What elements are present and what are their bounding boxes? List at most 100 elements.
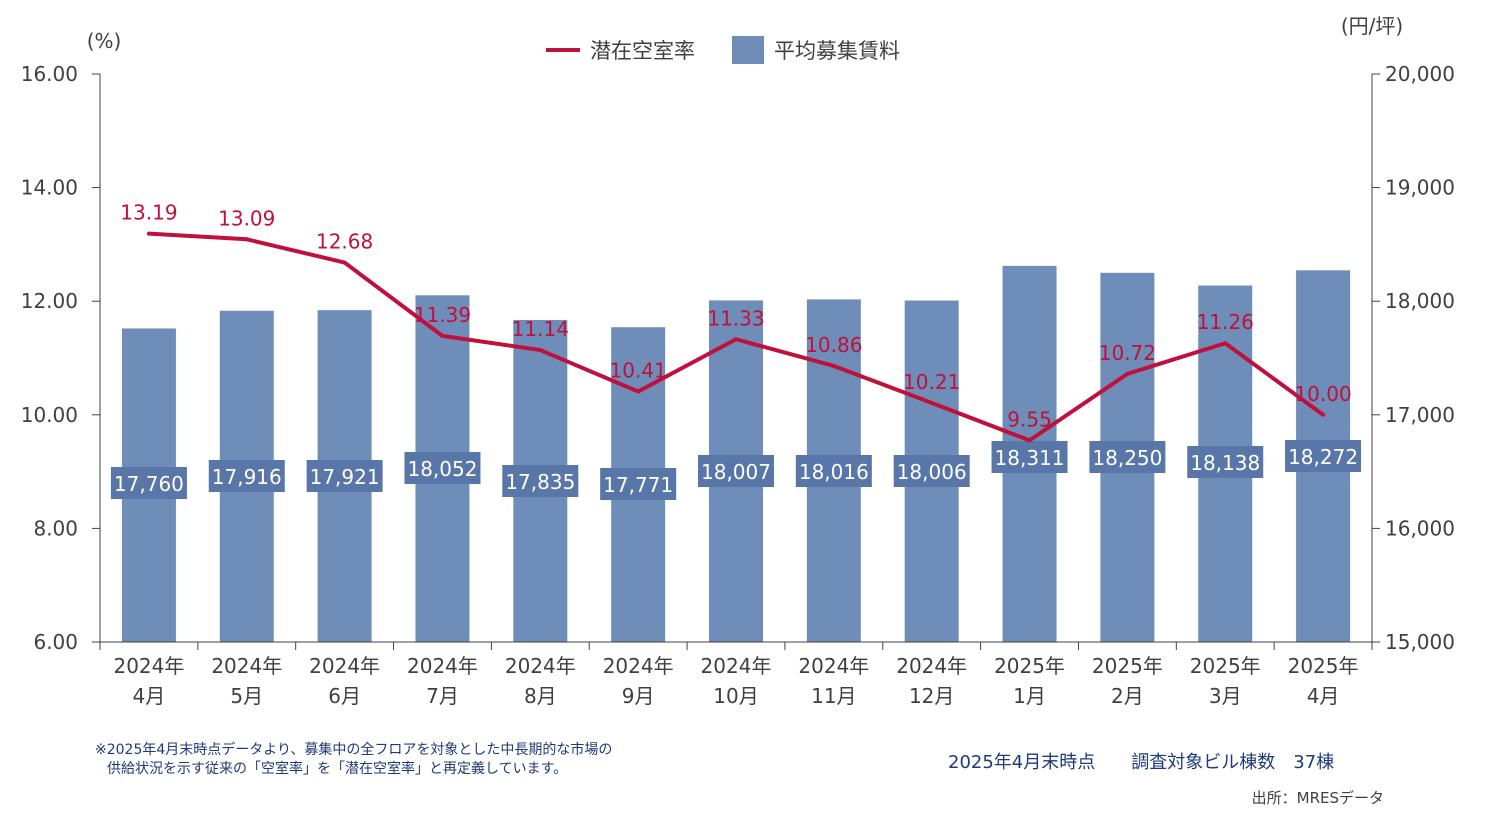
x-label-3-year: 2024年 (407, 654, 478, 678)
x-label-9-year: 2025年 (994, 654, 1065, 678)
bar-label-box-12 (1285, 440, 1362, 472)
x-label-6-year: 2024年 (701, 654, 772, 678)
x-label-9-month: 1月 (1013, 684, 1046, 708)
bar-value-label-11: 18,138 (1190, 451, 1260, 475)
line-point-7 (831, 363, 836, 368)
bar-value-label-12: 18,272 (1288, 445, 1358, 469)
line-point-0 (146, 231, 151, 236)
bar-value-label-9: 18,311 (995, 446, 1065, 470)
bar-value-label-8: 18,006 (897, 460, 967, 484)
bar-value-label-4: 17,835 (505, 470, 575, 494)
bar-label-box-9 (991, 441, 1068, 473)
y-right-unit: (円/坪) (1341, 14, 1403, 38)
x-label-11-month: 3月 (1209, 684, 1242, 708)
line-value-label-7: 10.86 (805, 333, 862, 357)
y-left-tick-label-4: 14.00 (21, 176, 78, 200)
x-label-2-year: 2024年 (309, 654, 380, 678)
x-label-11-year: 2025年 (1190, 654, 1261, 678)
bar-value-label-7: 18,016 (799, 460, 869, 484)
y-left-tick-label-5: 16.00 (21, 62, 78, 86)
x-label-12-month: 4月 (1307, 684, 1340, 708)
bar-label-box-5 (600, 468, 677, 500)
footnote-line-2: 供給状況を示す従来の「空室率」を「潜在空室率」と再定義しています。 (107, 761, 568, 777)
bar-value-label-3: 18,052 (407, 457, 477, 481)
x-label-1-year: 2024年 (211, 654, 282, 678)
line-point-8 (929, 400, 934, 405)
x-label-4-month: 8月 (524, 684, 557, 708)
line-point-11 (1223, 341, 1228, 346)
y-right-tick-label-2: 17,000 (1385, 403, 1455, 427)
bar-value-label-2: 17,921 (310, 465, 380, 489)
legend-bar-swatch (732, 36, 764, 64)
line-point-4 (538, 348, 543, 353)
line-point-2 (342, 260, 347, 265)
y-right-tick-label-4: 19,000 (1385, 176, 1455, 200)
bar-label-box-7 (795, 455, 872, 487)
y-right-tick-label-1: 16,000 (1385, 516, 1455, 540)
y-left-tick-label-3: 12.00 (21, 289, 78, 313)
source-note: 出所：MRESデータ (1251, 789, 1384, 807)
y-right-tick-label-5: 20,000 (1385, 62, 1455, 86)
line-point-5 (636, 389, 641, 394)
line-point-6 (734, 337, 738, 342)
x-label-10-year: 2025年 (1092, 654, 1163, 678)
line-value-label-6: 11.33 (707, 306, 764, 330)
line-value-label-4: 11.14 (512, 317, 569, 341)
y-right-tick-label-3: 18,000 (1385, 289, 1455, 313)
x-label-8-month: 12月 (909, 684, 954, 708)
x-label-7-year: 2024年 (798, 654, 869, 678)
bar-value-label-10: 18,250 (1092, 446, 1162, 470)
bar-value-label-1: 17,916 (212, 465, 282, 489)
line-point-1 (244, 237, 249, 242)
line-value-label-9: 9.55 (1007, 407, 1052, 431)
line-point-3 (440, 333, 445, 338)
x-label-2-month: 6月 (328, 684, 361, 708)
x-label-8-year: 2024年 (896, 654, 967, 678)
line-value-label-1: 13.09 (218, 206, 275, 230)
x-label-1-month: 5月 (230, 684, 263, 708)
bar-label-box-0 (110, 467, 187, 499)
x-label-5-month: 9月 (622, 684, 655, 708)
line-point-9 (1027, 438, 1032, 443)
x-label-0-month: 4月 (133, 684, 166, 708)
line-value-label-5: 10.41 (610, 359, 667, 383)
x-label-7-month: 11月 (811, 684, 856, 708)
line-value-label-3: 11.39 (414, 303, 471, 327)
footnote-line-1: ※2025年4月末時点データより、募集中の全フロアを対象とした中長期的な市場の (95, 742, 613, 758)
bar-value-label-6: 18,007 (701, 460, 771, 484)
footnote: ※2025年4月末時点データより、募集中の全フロアを対象とした中長期的な市場の供… (95, 741, 612, 779)
y-right-tick-label-0: 15,000 (1385, 630, 1455, 654)
x-label-3-month: 7月 (426, 684, 459, 708)
legend-line-label: 潜在空室率 (590, 39, 695, 63)
bar-label-box-8 (893, 455, 970, 487)
line-point-10 (1125, 371, 1130, 376)
x-label-5-year: 2024年 (603, 654, 674, 678)
bar-label-box-2 (306, 460, 383, 492)
legend-bar-label: 平均募集賃料 (774, 39, 900, 63)
bar-label-box-1 (208, 460, 285, 492)
line-value-label-11: 11.26 (1197, 310, 1254, 334)
x-label-4-year: 2024年 (505, 654, 576, 678)
bar-value-label-5: 17,771 (603, 473, 673, 497)
line-value-label-12: 10.00 (1294, 382, 1351, 406)
bar-label-box-6 (698, 455, 774, 487)
x-label-10-month: 2月 (1111, 684, 1144, 708)
line-value-label-2: 12.68 (316, 230, 373, 254)
y-left-tick-label-2: 10.00 (21, 403, 78, 427)
survey-info: 2025年4月末時点 調査対象ビル棟数 37棟 (948, 752, 1335, 773)
bar-label-box-4 (502, 465, 579, 497)
line-value-label-0: 13.19 (120, 201, 177, 225)
line-value-label-10: 10.72 (1099, 341, 1156, 365)
bar-label-box-3 (404, 452, 481, 484)
y-left-tick-label-1: 8.00 (33, 516, 78, 540)
y-left-tick-label-0: 6.00 (33, 630, 78, 654)
bar-label-box-11 (1187, 446, 1264, 478)
x-label-12-year: 2025年 (1288, 654, 1359, 678)
line-point-12 (1321, 412, 1326, 417)
x-label-0-year: 2024年 (113, 654, 184, 678)
x-label-6-month: 10月 (713, 684, 758, 708)
line-value-label-8: 10.21 (903, 370, 960, 394)
y-left-unit: (%) (87, 29, 122, 53)
bar-label-box-10 (1089, 441, 1166, 473)
